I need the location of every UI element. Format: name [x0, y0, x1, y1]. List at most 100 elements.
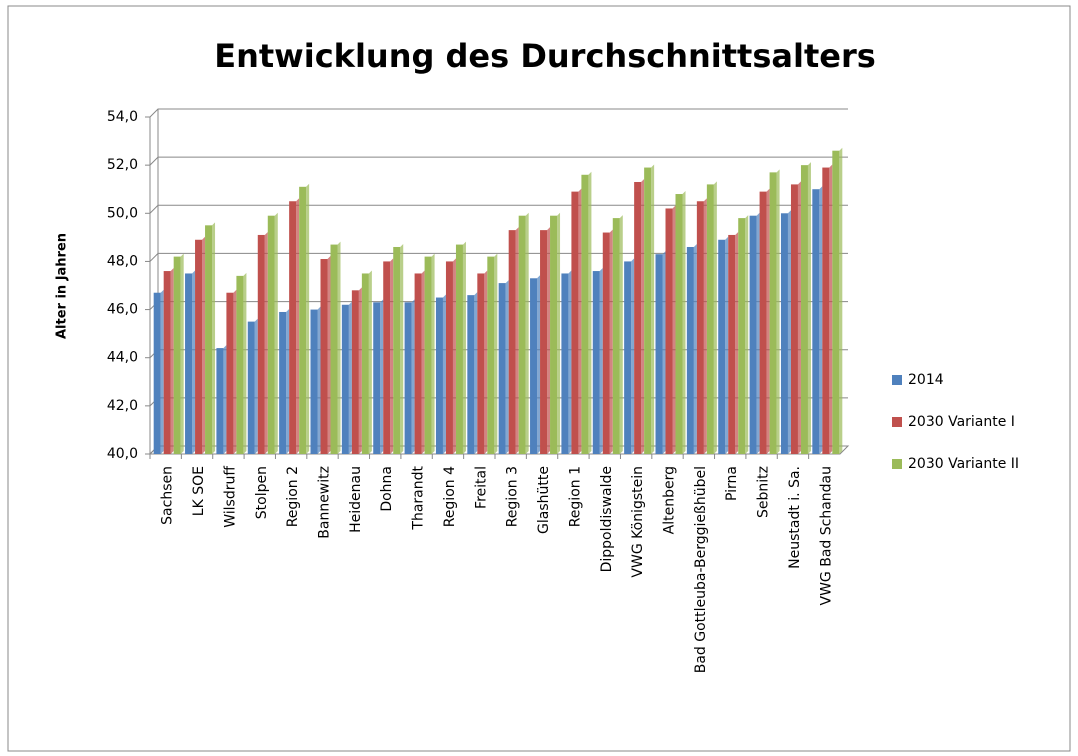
bar-side	[411, 299, 415, 454]
bar	[749, 215, 757, 454]
bar	[163, 271, 171, 454]
x-tick-label: Tharandt	[411, 465, 427, 530]
bar	[498, 283, 506, 454]
bar-side	[160, 289, 164, 454]
bar	[518, 215, 526, 454]
bar-side	[400, 243, 404, 454]
bar	[445, 261, 453, 454]
x-tick-label: Region 3	[505, 466, 521, 527]
bar	[330, 244, 338, 454]
y-tick-label: 44,0	[107, 350, 138, 366]
bar-side	[180, 253, 184, 454]
bar-side	[619, 215, 623, 454]
grid-line	[149, 108, 848, 118]
bar	[540, 230, 548, 454]
x-tick-label: Neustadt i. Sa.	[787, 466, 803, 569]
bar	[655, 254, 663, 454]
bar-side	[452, 258, 456, 454]
bar	[759, 191, 767, 454]
bar-side	[296, 198, 300, 454]
y-axis-title: Alter in Jahren	[55, 233, 70, 339]
bar-side	[787, 210, 791, 454]
x-tick-label: Pirna	[724, 466, 740, 501]
bar-side	[662, 251, 666, 454]
bar	[696, 201, 704, 454]
bar-side	[505, 280, 509, 454]
bar-side	[515, 227, 519, 454]
bar-side	[819, 186, 823, 454]
bar	[310, 309, 318, 454]
bar-side	[358, 287, 362, 454]
bar-side	[484, 270, 488, 454]
x-tick-label: Region 4	[442, 466, 458, 527]
grid-line	[149, 204, 848, 214]
bar	[383, 261, 391, 454]
bar	[226, 292, 234, 454]
bar	[822, 167, 830, 455]
legend-label: 2030 Variante I	[908, 414, 1015, 430]
bar	[706, 184, 714, 454]
bar-side	[703, 198, 707, 454]
bar	[665, 208, 673, 454]
bar	[602, 232, 610, 454]
bar-side	[641, 178, 645, 454]
bar-side	[264, 231, 268, 454]
y-tick-label: 50,0	[107, 205, 138, 221]
bar	[832, 150, 840, 454]
bar	[550, 215, 558, 454]
legend-label: 2030 Variante II	[908, 456, 1019, 472]
bar	[236, 275, 244, 454]
bar-side	[599, 268, 603, 454]
bar	[341, 304, 349, 454]
bar-side	[286, 308, 290, 454]
bar-side	[609, 229, 613, 454]
bar	[267, 215, 275, 454]
bar	[581, 174, 589, 454]
bar	[173, 256, 181, 454]
bar	[530, 278, 538, 454]
bar-side	[442, 294, 446, 454]
bar	[728, 234, 736, 454]
x-tick-label: Dippoldiswalde	[599, 466, 615, 572]
bar-side	[306, 183, 310, 455]
bar-side	[693, 243, 697, 454]
bar	[299, 186, 307, 455]
bar-side	[756, 212, 760, 454]
y-tick-label: 46,0	[107, 302, 138, 318]
bar	[634, 181, 642, 454]
legend-swatch	[892, 417, 902, 427]
legend-label: 2014	[908, 372, 944, 388]
bar-side	[651, 164, 655, 455]
bar	[790, 184, 798, 454]
bar-side	[327, 256, 331, 454]
bar	[320, 259, 328, 454]
bar-side	[568, 270, 572, 454]
bar	[800, 165, 808, 454]
bar-side	[672, 205, 676, 454]
legend-swatch	[892, 375, 902, 385]
x-tick-label: Bad Gottleuba-Berggießhübel	[693, 466, 709, 673]
bar	[644, 167, 652, 455]
y-tick-label: 52,0	[107, 157, 138, 173]
bar-side	[631, 258, 635, 454]
y-tick-label: 42,0	[107, 398, 138, 414]
bar-side	[212, 222, 216, 454]
bar-side	[431, 253, 435, 454]
y-tick-label: 48,0	[107, 253, 138, 269]
x-tick-label: Glashütte	[536, 466, 552, 534]
bar-side	[682, 191, 686, 454]
bar	[686, 246, 694, 454]
bar-side	[348, 301, 352, 454]
bar	[361, 273, 369, 454]
bar	[153, 292, 161, 454]
bar-side	[233, 289, 237, 454]
bar	[487, 256, 495, 454]
bar	[279, 311, 287, 454]
x-tick-label: Region 1	[567, 466, 583, 527]
bar-side	[494, 253, 498, 454]
bar-side	[192, 270, 196, 454]
chart-title: Entwicklung des Durchschnittsalters	[214, 37, 876, 75]
bar	[373, 302, 381, 454]
bar	[675, 194, 683, 454]
bar	[561, 273, 569, 454]
